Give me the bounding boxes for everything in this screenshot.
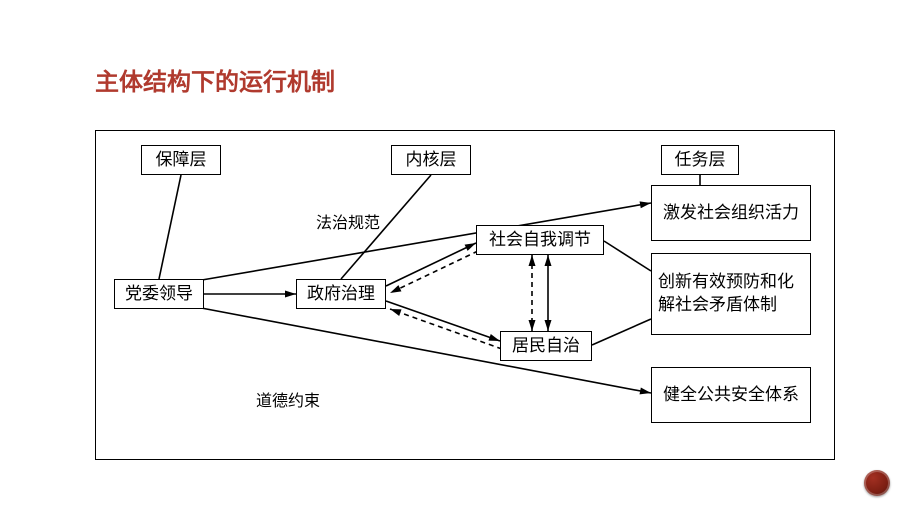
node-label: 政府治理: [307, 283, 375, 306]
node-resident: 居民自治: [500, 331, 592, 361]
node-task-layer: 任务层: [661, 145, 739, 175]
diagram-frame: 保障层 内核层 任务层 党委领导 政府治理 社会自我调节 居民自治 激发社会组织…: [95, 130, 835, 460]
node-core-layer: 内核层: [391, 145, 471, 175]
edge-label-moral: 道德约束: [256, 387, 320, 411]
node-label: 保障层: [156, 149, 207, 172]
slide-medallion-icon: [864, 470, 890, 496]
node-label: 激发社会组织活力: [663, 202, 799, 225]
node-label: 居民自治: [512, 335, 580, 358]
node-innovate: 创新有效预防和化解社会矛盾体制: [651, 253, 811, 335]
slide-title: 主体结构下的运行机制: [95, 62, 335, 97]
node-selfreg: 社会自我调节: [476, 225, 604, 255]
node-label: 创新有效预防和化解社会矛盾体制: [658, 271, 804, 317]
node-label: 任务层: [675, 149, 726, 172]
node-safety: 健全公共安全体系: [651, 367, 811, 423]
node-label: 内核层: [406, 149, 457, 172]
node-guarantee-layer: 保障层: [141, 145, 221, 175]
node-label: 党委领导: [125, 283, 193, 306]
node-label: 社会自我调节: [489, 229, 591, 252]
edge-label-rule-of-law: 法治规范: [316, 209, 380, 233]
node-label: 健全公共安全体系: [663, 384, 799, 407]
node-vitality: 激发社会组织活力: [651, 185, 811, 241]
node-party: 党委领导: [114, 279, 204, 309]
node-gov: 政府治理: [296, 279, 386, 309]
